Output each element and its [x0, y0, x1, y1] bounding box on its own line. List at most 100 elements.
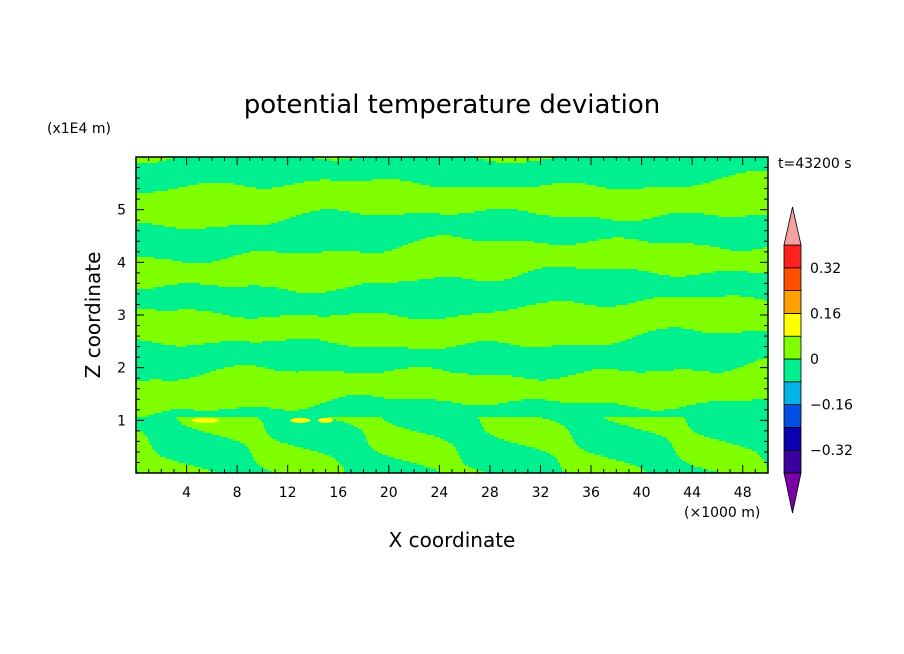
- negative-band: [218, 409, 284, 411]
- negative-band: [660, 215, 718, 217]
- negative-band: [668, 213, 704, 215]
- negative-band: [274, 369, 394, 371]
- negative-band: [718, 439, 768, 441]
- negative-band: [398, 315, 458, 317]
- negative-band: [136, 255, 234, 257]
- negative-band: [626, 339, 768, 341]
- negative-band: [256, 187, 272, 189]
- negative-band: [136, 423, 182, 425]
- y-tick-label: 2: [117, 361, 126, 377]
- negative-band: [136, 225, 164, 227]
- positive-pocket: [290, 417, 311, 423]
- negative-band: [404, 427, 484, 429]
- negative-band: [512, 277, 768, 279]
- negative-band: [742, 331, 768, 333]
- negative-band: [214, 471, 272, 473]
- negative-band: [170, 409, 194, 411]
- negative-band: [498, 403, 618, 405]
- negative-band: [574, 301, 636, 303]
- negative-band: [388, 313, 472, 315]
- negative-band: [160, 455, 252, 457]
- negative-band: [606, 187, 644, 189]
- negative-band: [720, 247, 764, 249]
- negative-band: [336, 289, 768, 291]
- negative-band: [136, 307, 518, 309]
- negative-band: [686, 421, 768, 423]
- negative-band: [136, 185, 188, 187]
- negative-band: [136, 183, 198, 185]
- negative-band: [230, 315, 280, 317]
- colorbar-label: 0.16: [810, 306, 841, 322]
- negative-band: [346, 395, 372, 397]
- negative-band: [136, 345, 176, 347]
- colorbar-swatch: [783, 335, 802, 360]
- negative-band: [586, 183, 702, 185]
- y-tick-label: 5: [117, 203, 126, 219]
- negative-band: [566, 427, 634, 429]
- negative-band: [522, 273, 658, 275]
- negative-band: [136, 365, 234, 367]
- negative-band: [568, 429, 642, 431]
- negative-band: [630, 463, 690, 465]
- negative-band: [264, 425, 354, 427]
- x-tick-label: 44: [683, 485, 701, 501]
- negative-band: [154, 449, 250, 451]
- negative-band: [136, 241, 414, 243]
- negative-band: [640, 467, 702, 469]
- negative-band: [332, 399, 436, 401]
- negative-band: [458, 213, 536, 215]
- negative-band: [152, 447, 248, 449]
- colorbar-swatch: [783, 358, 802, 383]
- negative-band: [418, 431, 486, 433]
- negative-band: [136, 251, 250, 253]
- negative-band: [642, 219, 768, 221]
- negative-band: [172, 259, 220, 261]
- negative-band: [326, 291, 768, 293]
- negative-band: [136, 171, 746, 173]
- negative-band: [234, 183, 294, 185]
- negative-band: [550, 419, 608, 421]
- negative-band: [338, 159, 486, 161]
- colorbar-extend-top: [783, 206, 802, 246]
- negative-band: [136, 355, 768, 357]
- negative-band: [288, 443, 368, 445]
- negative-band: [384, 419, 480, 421]
- negative-band: [556, 421, 614, 423]
- negative-band: [452, 443, 518, 445]
- negative-band: [458, 453, 550, 455]
- negative-band: [584, 303, 628, 305]
- colorbar-swatch: [783, 312, 802, 337]
- negative-band: [484, 471, 564, 473]
- negative-band: [762, 457, 768, 459]
- negative-band: [136, 181, 304, 183]
- negative-band: [270, 223, 768, 225]
- negative-band: [694, 243, 768, 245]
- negative-band: [504, 279, 768, 281]
- x-tick-label: 32: [532, 485, 550, 501]
- negative-band: [442, 369, 592, 371]
- negative-band: [136, 471, 138, 473]
- negative-band: [162, 379, 178, 381]
- colorbar-swatch: [783, 244, 802, 269]
- negative-band: [280, 441, 368, 443]
- negative-band: [136, 189, 168, 191]
- negative-band: [162, 411, 768, 413]
- negative-band: [326, 401, 452, 403]
- y-tick-label: 1: [117, 413, 126, 429]
- negative-band: [272, 437, 366, 439]
- negative-band: [258, 417, 328, 419]
- negative-band: [400, 179, 716, 181]
- x-axis-label: X coordinate: [389, 528, 516, 552]
- negative-band: [468, 373, 576, 375]
- negative-band: [166, 159, 330, 161]
- negative-band: [222, 313, 350, 315]
- colorbar-swatch: [783, 449, 802, 474]
- negative-band: [142, 431, 204, 433]
- x-unit-label: (×1000 m): [684, 505, 760, 521]
- negative-band: [570, 433, 656, 435]
- negative-band: [524, 377, 560, 379]
- negative-band: [752, 399, 768, 401]
- negative-band: [136, 377, 190, 379]
- negative-band: [172, 459, 254, 461]
